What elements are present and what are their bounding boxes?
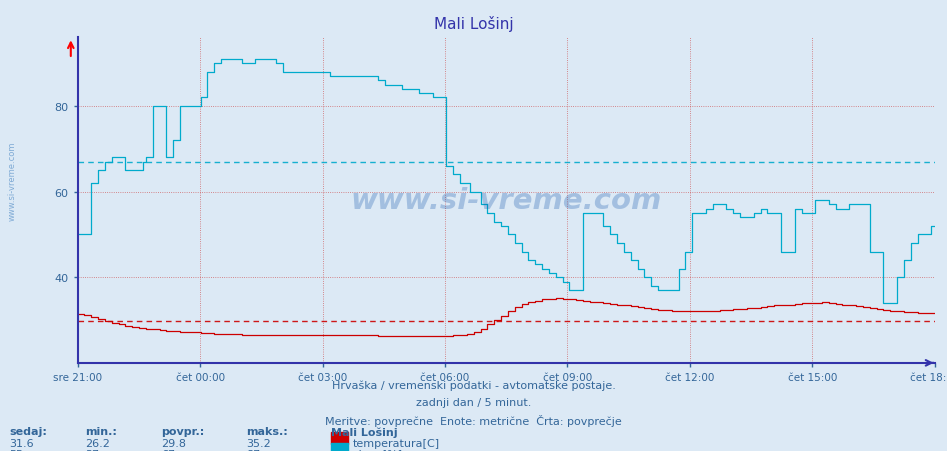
Text: vlaga[%]: vlaga[%] bbox=[352, 449, 402, 451]
Text: Hrvaška / vremenski podatki - avtomatske postaje.: Hrvaška / vremenski podatki - avtomatske… bbox=[331, 380, 616, 390]
Text: 31.6: 31.6 bbox=[9, 438, 34, 448]
Text: Meritve: povprečne  Enote: metrične  Črta: povprečje: Meritve: povprečne Enote: metrične Črta:… bbox=[325, 414, 622, 426]
Text: 35.2: 35.2 bbox=[246, 438, 271, 448]
Text: 87: 87 bbox=[246, 449, 260, 451]
Text: 26.2: 26.2 bbox=[85, 438, 110, 448]
Text: www.si-vreme.com: www.si-vreme.com bbox=[8, 141, 17, 220]
Text: maks.:: maks.: bbox=[246, 426, 288, 436]
Text: 55: 55 bbox=[9, 449, 24, 451]
Text: 29.8: 29.8 bbox=[161, 438, 186, 448]
Text: 37: 37 bbox=[85, 449, 99, 451]
Text: 67: 67 bbox=[161, 449, 175, 451]
Text: povpr.:: povpr.: bbox=[161, 426, 205, 436]
Text: zadnji dan / 5 minut.: zadnji dan / 5 minut. bbox=[416, 397, 531, 407]
Text: Mali Lošinj: Mali Lošinj bbox=[331, 426, 398, 437]
Text: www.si-vreme.com: www.si-vreme.com bbox=[350, 187, 662, 215]
Text: temperatura[C]: temperatura[C] bbox=[352, 438, 439, 448]
Text: sedaj:: sedaj: bbox=[9, 426, 47, 436]
Text: min.:: min.: bbox=[85, 426, 117, 436]
Text: Mali Lošinj: Mali Lošinj bbox=[434, 16, 513, 32]
